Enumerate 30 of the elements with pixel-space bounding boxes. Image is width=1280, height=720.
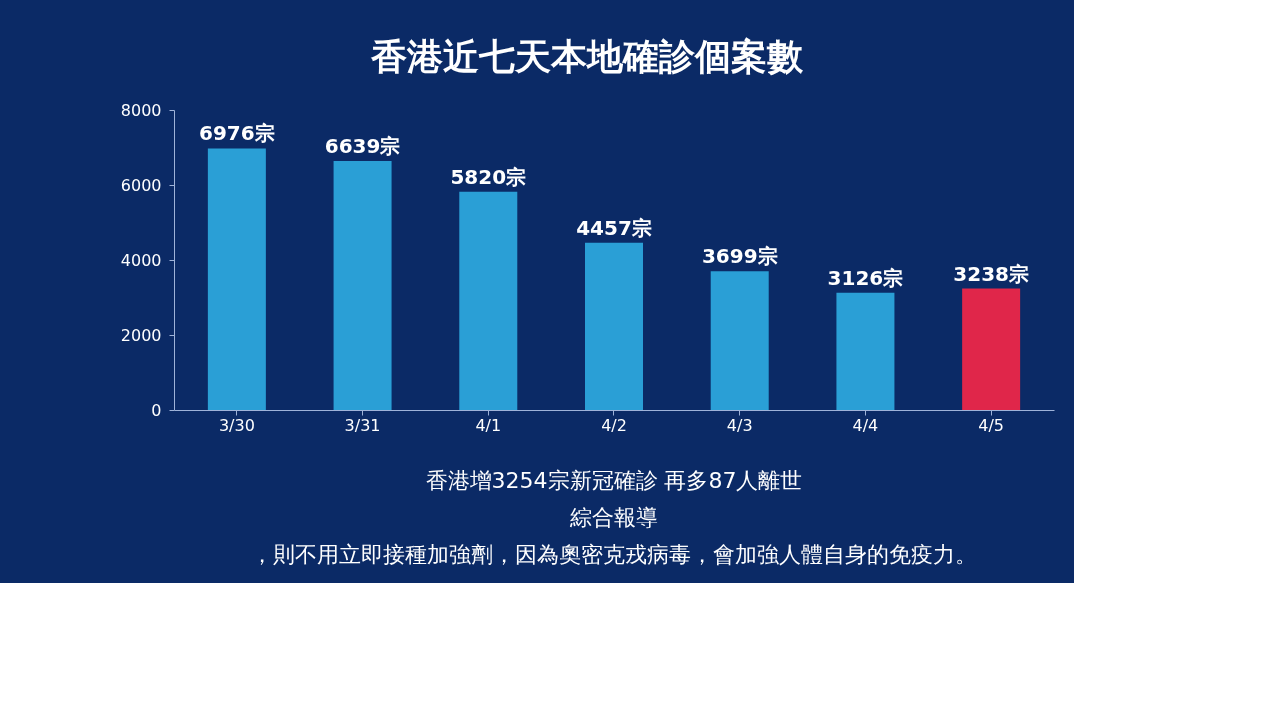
y-tick-label: 4000	[120, 250, 162, 270]
y-tick-label: 2000	[120, 325, 162, 345]
text: 香港增3254宗新冠確診 再多87人離世	[425, 468, 803, 494]
bar	[207, 148, 266, 410]
x-tick-label: 4/3	[726, 415, 753, 435]
text: 綜合報導	[569, 505, 658, 530]
data-label: 5820宗	[450, 164, 527, 189]
bar	[459, 191, 518, 410]
bar	[585, 242, 643, 410]
data-label: 4457宗	[576, 215, 652, 240]
y-tick-label: 6000	[120, 175, 162, 195]
data-label: 3126宗	[827, 265, 904, 290]
x-tick-label: 4/5	[978, 415, 1005, 435]
x-tick-label: 4/4	[852, 415, 879, 435]
x-tick-label: 4/1	[475, 415, 502, 435]
chart-title: 香港近七天本地確診個案數	[370, 36, 805, 77]
y-tick-label: 8000	[120, 100, 162, 120]
data-label: 3238宗	[953, 261, 1029, 286]
bar	[333, 161, 392, 410]
data-label: 6639宗	[324, 134, 401, 159]
data-label: 6976宗	[199, 121, 275, 146]
text: ，則不用立即接種加強劑，因為奧密克戎病毒，會加強人體自身的免疫力。	[251, 541, 977, 567]
bar	[710, 271, 769, 410]
bar	[836, 292, 895, 410]
x-tick-label: 4/2	[601, 415, 627, 435]
data-label: 3699宗	[701, 244, 778, 269]
y-tick-label: 0	[151, 400, 162, 420]
x-tick-label: 3/30	[218, 415, 255, 435]
bar	[962, 288, 1021, 410]
x-tick-label: 3/31	[344, 415, 381, 435]
